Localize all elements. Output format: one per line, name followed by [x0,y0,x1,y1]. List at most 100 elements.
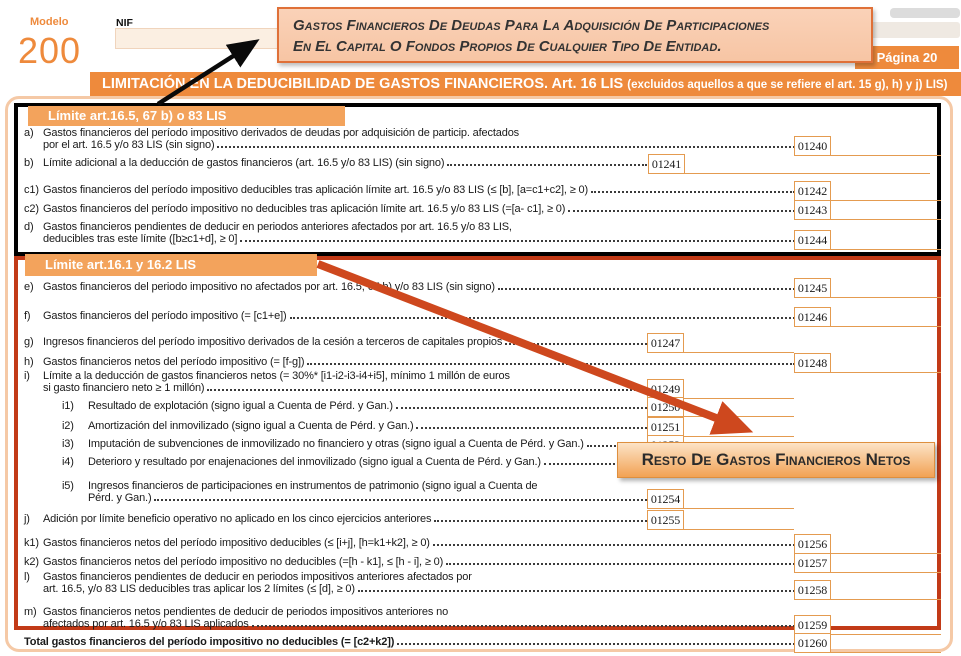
field-input-line[interactable] [831,615,941,635]
field-input-line[interactable] [831,278,941,298]
field-code: 01257 [794,553,831,573]
field-input-line[interactable] [684,489,794,509]
section1-heading: Límite art.16.5, 67 b) o 83 LIS [28,106,345,126]
field-input-line[interactable] [831,200,941,220]
field-01240[interactable]: 01240 [794,136,941,156]
field-input-line[interactable] [831,580,941,600]
field-code: 01245 [794,278,831,298]
field-code: 01258 [794,580,831,600]
field-code: 01243 [794,200,831,220]
field-01242[interactable]: 01242 [794,181,941,201]
row-a: a) Gastos financieros del período imposit… [24,127,941,156]
callout-resto-gastos: Resto De Gastos Financieros Netos [617,442,935,478]
field-01243[interactable]: 01243 [794,200,941,220]
field-code: 01254 [647,489,684,509]
field-code: 01255 [647,510,684,530]
field-01245[interactable]: 01245 [794,278,941,298]
row-total: Total gastos financieros del período imp… [24,633,941,653]
row-f: f) Gastos financieros del período imposit… [24,307,941,327]
dot-leader [590,191,795,193]
field-code: 01251 [647,417,684,437]
scan-artifact [890,8,960,18]
modelo-label: Modelo [30,16,69,28]
row-g: g) Ingresos financieros del período impos… [24,333,941,353]
row-e: e) Gastos financieros del periodo imposit… [24,278,941,298]
row-m: m) Gastos financieros netos pendientes de… [24,606,941,635]
page-number-badge: Página 20 [855,46,959,69]
dot-leader [447,164,647,166]
field-01258[interactable]: 01258 [794,580,941,600]
dot-leader [505,343,647,345]
section1-highlight-box [14,103,941,256]
row-i4: i4) Deterioro y resultado por enajenacion… [24,456,941,468]
field-input-line[interactable] [831,353,941,373]
field-input-line[interactable] [831,230,941,250]
field-01257[interactable]: 01257 [794,553,941,573]
field-input-line[interactable] [685,154,930,174]
field-input-line[interactable] [684,417,794,437]
field-code: 01242 [794,181,831,201]
callout-line1: Gastos Financieros De Deudas Para La Adq… [293,17,770,34]
field-code: 01256 [794,534,831,554]
dot-leader [240,240,795,242]
section2-heading: Límite art.16.1 y 16.2 LIS [25,254,317,276]
field-input-line[interactable] [684,510,794,530]
dot-leader [307,363,795,365]
field-code: 01260 [794,633,831,653]
row-k1: k1) Gastos financieros netos del período … [24,534,941,554]
row-d: d) Gastos financieros pendientes de deduc… [24,221,941,250]
dot-leader [154,499,647,501]
dot-leader [568,210,795,212]
field-01259[interactable]: 01259 [794,615,941,635]
form-title-bar: LIMITACIÓN EN LA DEDUCIBILIDAD DE GASTOS… [90,72,961,96]
field-input-line[interactable] [684,397,794,417]
field-01250[interactable]: 01250 [647,397,794,417]
row-c1: c1) Gastos financieros del período imposi… [24,181,941,201]
modelo-number: 200 [18,30,82,71]
field-01246[interactable]: 01246 [794,307,941,327]
row-j: j) Adición por límite beneficio operativo… [24,510,941,530]
dot-leader [397,643,795,645]
field-input-line[interactable] [831,633,941,653]
form-title: LIMITACIÓN EN LA DEDUCIBILIDAD DE GASTOS… [102,76,628,92]
field-01256[interactable]: 01256 [794,534,941,554]
field-code: 01250 [647,397,684,417]
field-input-line[interactable] [831,307,941,327]
row-i3: i3) Imputación de subvenciones de inmovil… [24,435,941,455]
dot-leader [416,427,647,429]
row-i2: i2) Amortización del inmovilizado (signo … [24,417,941,437]
field-code: 01240 [794,136,831,156]
dot-leader [543,463,647,465]
dot-leader [446,563,795,565]
field-code: 01249 [647,379,684,399]
row-i: i) Límite a la deducción de gastos financ… [24,370,941,399]
field-01249[interactable]: 01249 [647,379,794,399]
dot-leader [434,520,647,522]
field-01251[interactable]: 01251 [647,417,794,437]
scan-artifact [856,22,960,38]
field-input-line[interactable] [684,379,794,399]
row-c2: c2) Gastos financieros del período imposi… [24,200,941,220]
dot-leader [357,590,795,592]
field-code: 01244 [794,230,831,250]
field-01254[interactable]: 01254 [647,489,794,509]
callout-line2: En El Capital O Fondos Propios De Cualqu… [293,38,722,55]
field-01247[interactable]: 01247 [647,333,794,353]
field-01255[interactable]: 01255 [647,510,794,530]
field-input-line[interactable] [684,333,794,353]
dot-leader [497,288,795,290]
callout-gastos-financieros: Gastos Financieros De Deudas Para La Adq… [277,7,873,63]
field-code: 01259 [794,615,831,635]
field-input-line[interactable] [831,181,941,201]
outer-frame [5,96,953,652]
field-01241[interactable]: 01241 [648,154,930,174]
field-input-line[interactable] [831,136,941,156]
field-01260[interactable]: 01260 [794,633,941,653]
field-input-line[interactable] [831,534,941,554]
dot-leader [395,407,647,409]
field-01248[interactable]: 01248 [794,353,941,373]
field-01244[interactable]: 01244 [794,230,941,250]
field-input-line[interactable] [831,553,941,573]
form-title-note: (excluidos aquellos a que se refiere el … [627,79,948,91]
